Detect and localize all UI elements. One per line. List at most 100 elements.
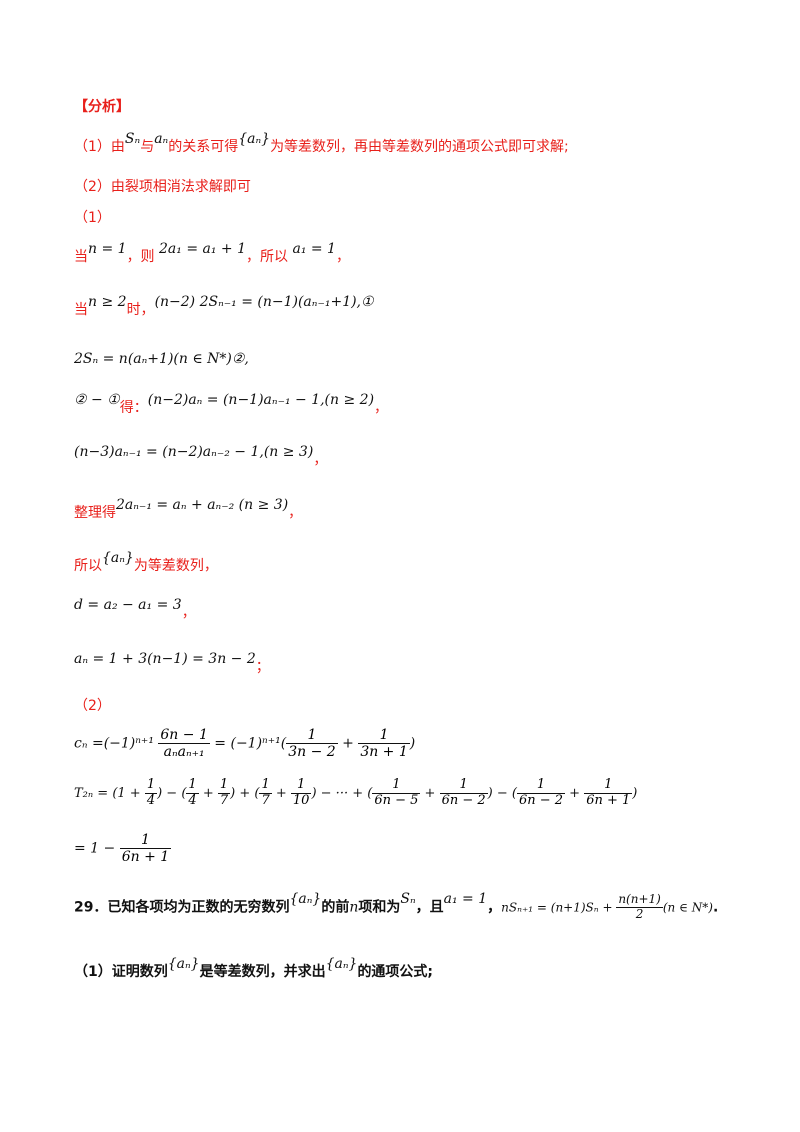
- text: ；: [255, 659, 270, 675]
- math: {aₙ}: [325, 956, 358, 972]
- math: nSₙ₊₁ = (n+1)Sₙ +: [501, 900, 617, 915]
- math: (n−2)aₙ = (n−1)aₙ₋₁ − 1,(n ≥ 2): [147, 392, 375, 408]
- analysis-line-2: （2）由裂项相消法求解即可: [74, 179, 251, 195]
- math-seq: {aₙ}: [238, 131, 271, 147]
- text: 的关系可得: [168, 139, 239, 155]
- text: 得：: [119, 400, 148, 416]
- math: T₂ₙ =: [74, 785, 113, 801]
- math: d = a₂ − a₁ = 3: [74, 597, 182, 613]
- math-sn: Sₙ: [124, 131, 141, 147]
- fraction: n(n+1) 2: [616, 892, 663, 922]
- text: .: [712, 899, 719, 916]
- math: (n ∈ N*): [662, 900, 713, 915]
- text: ，: [487, 899, 502, 916]
- question-29: 29．已知各项均为正数的无穷数列{aₙ}的前n项和为Sₙ，且a₁ = 1，nSₙ…: [74, 891, 719, 922]
- part1-d: d = a₂ − a₁ = 3，: [74, 598, 196, 621]
- text: ，: [181, 605, 196, 621]
- math: aₙ = 1 + 3(n−1) = 3n − 2: [74, 651, 256, 667]
- text: 当: [74, 249, 88, 265]
- math: 2aₙ₋₁ = aₙ + aₙ₋₂ (n ≥ 3): [116, 497, 289, 513]
- denominator: 6n − 5: [372, 792, 421, 808]
- part1-n1: 当n = 1，则 2a₁ = a₁ + 1，所以 a₁ = 1，: [74, 242, 350, 265]
- numerator: 1: [140, 832, 150, 848]
- math: (1 +: [112, 785, 145, 801]
- fraction: 1 6n + 1: [584, 777, 633, 809]
- text: 为等差数列，再由等差数列的通项公式即可求解;: [270, 139, 569, 155]
- numerator: 1: [307, 727, 317, 743]
- text: ，: [374, 400, 389, 416]
- math: n: [349, 899, 359, 916]
- math: {aₙ}: [289, 891, 322, 908]
- numerator: 1: [219, 777, 229, 792]
- fraction: 1 3n − 2: [286, 727, 338, 760]
- fraction: 1 3n + 1: [358, 727, 410, 761]
- text: 的通项公式;: [357, 964, 434, 980]
- math: ) − (: [487, 785, 517, 801]
- part1-eq3: (n−3)aₙ₋₁ = (n−2)aₙ₋₂ − 1,(n ≥ 3)，: [74, 445, 327, 467]
- numerator: 1: [536, 777, 546, 792]
- fraction: 1 6n + 1: [119, 832, 172, 865]
- math: n = 1: [88, 241, 127, 257]
- math: cₙ =(−1)ⁿ⁺¹: [74, 735, 154, 752]
- text: 整理得: [74, 505, 116, 521]
- part1-label: （1）: [74, 210, 111, 226]
- numerator: 1: [188, 777, 197, 792]
- math: (n−2) 2Sₙ₋₁ = (n−1)(aₙ₋₁+1),①: [154, 294, 374, 310]
- numerator: 1: [297, 777, 306, 792]
- text: （1）由: [74, 139, 125, 155]
- part1-so: 所以{aₙ}为等差数列，: [74, 551, 218, 574]
- math: +: [565, 785, 585, 801]
- math: +: [420, 785, 440, 801]
- fraction: 1 6n − 5: [372, 777, 421, 809]
- math: +: [198, 785, 218, 801]
- analysis-line-1: （1）由Sₙ与aₙ的关系可得{aₙ}为等差数列，再由等差数列的通项公式即可求解;: [74, 132, 569, 155]
- denominator: 4: [144, 792, 158, 808]
- math: 2Sₙ = n(aₙ+1)(n ∈ N*)②,: [74, 351, 249, 367]
- numerator: 1: [604, 777, 613, 792]
- part2-t2n: T₂ₙ = (1 + 1 4) − (1 4 + 1 7) + (1 7 + 1 10) …: [74, 777, 638, 809]
- part2-result: = 1 − 1 6n + 1: [74, 832, 172, 865]
- text: 所以: [74, 558, 102, 574]
- part1-subtract: ② − ①得：(n−2)aₙ = (n−1)aₙ₋₁ − 1,(n ≥ 2)，: [74, 393, 389, 416]
- math: Sₙ: [400, 891, 416, 908]
- denominator: 10: [290, 792, 312, 808]
- math: ): [632, 785, 638, 801]
- part1-an: aₙ = 1 + 3(n−1) = 3n − 2；: [74, 652, 270, 675]
- denominator: 6n − 2: [439, 792, 488, 808]
- part1-eq2: 2Sₙ = n(aₙ+1)(n ∈ N*)②,: [74, 352, 249, 366]
- math: {aₙ}: [167, 956, 200, 972]
- math: ) + (: [230, 785, 260, 801]
- denominator: aₙaₙ₊₁: [158, 743, 210, 760]
- denominator: 3n + 1: [358, 743, 410, 761]
- math: +: [337, 735, 359, 752]
- text: 与: [140, 139, 155, 155]
- math: n ≥ 2: [88, 294, 127, 310]
- numerator: 1: [261, 777, 270, 792]
- math: +: [271, 785, 291, 801]
- text: 项和为: [358, 899, 401, 916]
- text: 为等差数列，: [133, 558, 218, 574]
- text: ，: [288, 505, 303, 521]
- question-29-part1: （1）证明数列{aₙ}是等差数列，并求出{aₙ}的通项公式;: [74, 957, 434, 980]
- text: 时，: [126, 302, 155, 318]
- numerator: 1: [392, 777, 401, 792]
- part2-cn: cₙ =(−1)ⁿ⁺¹ 6n − 1 aₙaₙ₊₁ = (−1)ⁿ⁺¹(1 3n −…: [74, 727, 415, 760]
- text: 29．已知各项均为正数的无穷数列: [74, 899, 290, 916]
- fraction: 1 10: [290, 777, 312, 809]
- math: a₁ = 1: [292, 241, 336, 257]
- denominator: 2: [616, 906, 663, 922]
- text: ，: [335, 249, 350, 265]
- fraction: 6n − 1 aₙaₙ₊₁: [158, 727, 210, 760]
- math: a₁ = 1: [443, 891, 488, 908]
- denominator: 7: [217, 792, 231, 808]
- math-an: aₙ: [154, 131, 169, 147]
- fraction: 1 6n − 2: [516, 777, 566, 809]
- numerator: 1: [146, 777, 156, 792]
- denominator: 6n − 2: [516, 792, 566, 808]
- math: 2a₁ = a₁ + 1: [159, 241, 247, 257]
- numerator: 1: [459, 777, 468, 792]
